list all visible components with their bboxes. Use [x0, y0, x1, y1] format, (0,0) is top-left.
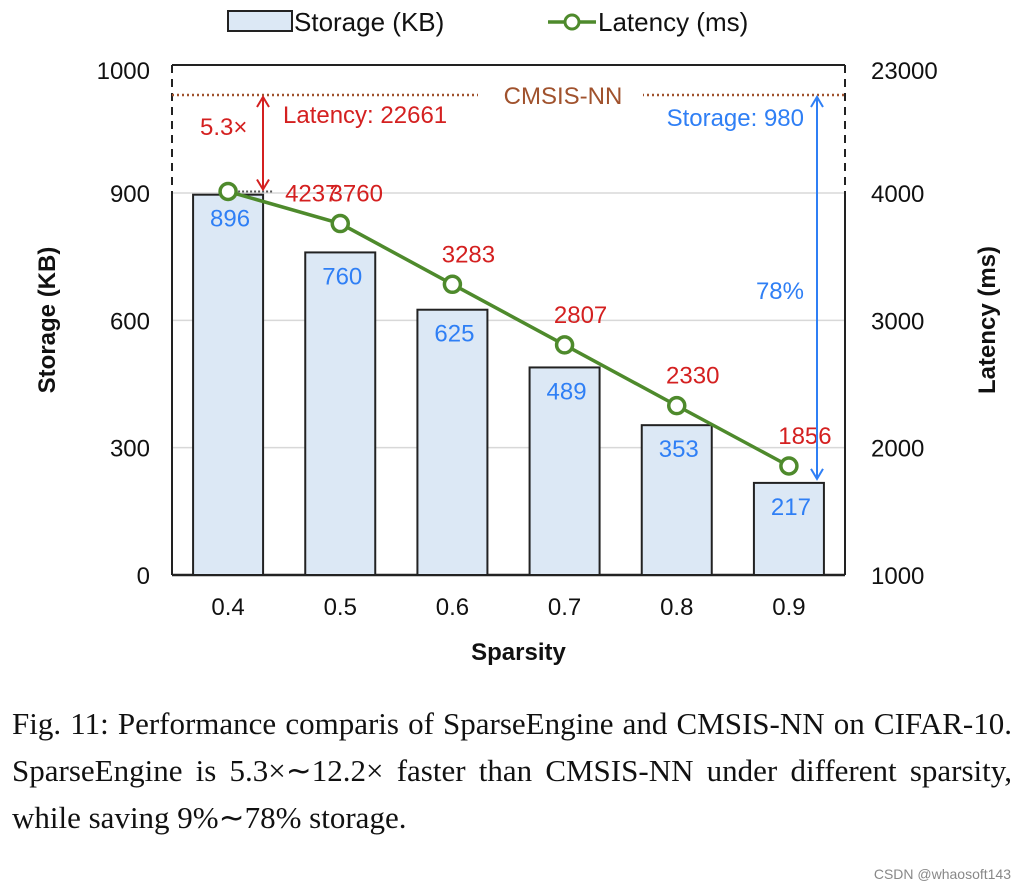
- latency-point-label: 1856: [778, 423, 831, 450]
- storage-saving-label: 78%: [756, 278, 804, 305]
- latency-reference-label: Latency: 22661: [283, 102, 447, 129]
- left-tick-label: 0: [137, 563, 150, 590]
- x-tick-label: 0.9: [772, 594, 805, 621]
- storage-bar: [528, 366, 601, 576]
- arrowheads: [810, 95, 824, 481]
- latency-point: [442, 274, 463, 295]
- storage-bar: [416, 308, 489, 576]
- x-tick-label: 0.5: [324, 594, 357, 621]
- latency-point: [779, 456, 799, 476]
- reference-label-bg: [478, 80, 643, 110]
- storage-bar: [752, 481, 825, 577]
- storage-reference-label: Storage: 980: [667, 105, 804, 132]
- right-tick-label: 3000: [871, 308, 924, 335]
- storage-bar: [640, 424, 713, 576]
- latency-point-label: 3760: [330, 181, 383, 208]
- storage-bar-label: 625: [434, 321, 474, 348]
- latency-point-label: 2330: [666, 363, 719, 390]
- right-axis-title: Latency (ms): [974, 246, 1001, 394]
- right-tick-label: 23000: [871, 58, 938, 85]
- latency-point-label: 3283: [442, 241, 495, 268]
- storage-bar-label: 217: [771, 494, 811, 521]
- figure-caption: Fig. 11: Performance comparis of SparseE…: [12, 706, 1012, 835]
- legend-latency-marker: [563, 13, 581, 31]
- left-tick-label: 1000: [97, 58, 150, 85]
- right-tick-label: 4000: [871, 181, 924, 208]
- chart: 0 300 600 900 1000 1000 2000 3000 4000 23000 0.4 0.…: [34, 7, 1001, 666]
- x-tick-label: 0.7: [548, 594, 581, 621]
- speedup-label: 5.3×: [200, 114, 247, 141]
- legend-storage-swatch: [227, 10, 293, 32]
- left-axis-title: Storage (KB): [34, 247, 61, 394]
- latency-point-label: 4237: [285, 180, 338, 207]
- storage-bar-label: 489: [547, 378, 587, 405]
- legend-latency-label: Latency (ms): [598, 7, 748, 37]
- latency-point: [330, 213, 350, 234]
- latency-point-label: 2807: [554, 302, 607, 329]
- right-tick-label: 2000: [871, 436, 924, 463]
- x-tick-label: 0.6: [436, 594, 469, 621]
- latency-point: [667, 395, 687, 416]
- watermark: CSDN @whaosoft143: [873, 866, 1011, 882]
- latency-line: [227, 189, 790, 468]
- arrowheads: [256, 95, 270, 192]
- right-tick-label: 1000: [871, 563, 924, 590]
- x-tick-label: 0.8: [660, 594, 693, 621]
- storage-bar-label: 353: [659, 436, 699, 463]
- cmsis-nn-label: CMSIS-NN: [504, 83, 623, 110]
- left-tick-label: 300: [110, 436, 150, 463]
- x-tick-label: 0.4: [211, 594, 244, 621]
- storage-bar-label: 896: [210, 206, 250, 233]
- storage-bar-label: 760: [322, 263, 362, 290]
- left-tick-label: 600: [110, 308, 150, 335]
- legend-storage-label: Storage (KB): [294, 7, 444, 37]
- left-tick-label: 900: [110, 181, 150, 208]
- storage-bar: [304, 251, 377, 577]
- latency-point: [218, 181, 238, 202]
- latency-point: [554, 335, 575, 355]
- storage-bar: [192, 193, 265, 576]
- x-axis-title: Sparsity: [471, 639, 566, 666]
